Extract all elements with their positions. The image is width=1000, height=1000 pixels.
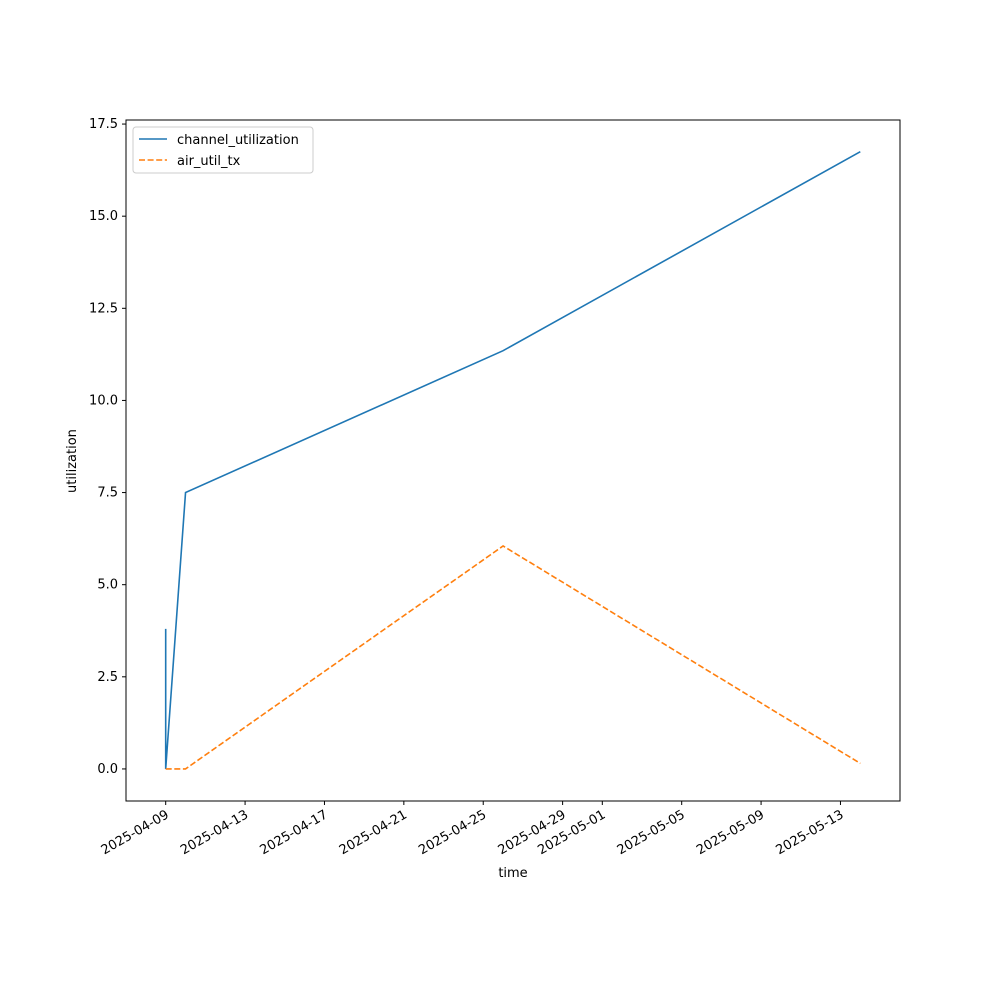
x-tick-label: 2025-04-25 — [416, 807, 489, 858]
y-tick-label: 5.0 — [97, 578, 118, 593]
series-line — [165, 545, 861, 770]
y-axis-label: utilization — [65, 429, 80, 493]
legend-box — [132, 126, 314, 174]
x-tick-label: 2025-04-09 — [99, 807, 172, 858]
x-tick-label: 2025-05-13 — [774, 807, 847, 858]
y-tick-label: 17.5 — [89, 117, 118, 132]
y-tick-label: 15.0 — [89, 209, 118, 224]
x-tick-label: 2025-05-09 — [694, 807, 767, 858]
y-tick-label: 2.5 — [97, 670, 118, 685]
y-tick-label: 0.0 — [97, 762, 118, 777]
x-tick-label: 2025-04-13 — [178, 807, 251, 858]
legend-label: channel_utilization — [177, 133, 299, 148]
x-axis-label: time — [498, 866, 527, 881]
y-tick-label: 10.0 — [89, 393, 118, 408]
y-tick-label: 12.5 — [89, 301, 118, 316]
plot-frame — [125, 119, 901, 802]
y-tick-label: 7.5 — [97, 486, 118, 501]
x-tick-label: 2025-04-17 — [258, 807, 331, 858]
x-tick-label: 2025-05-05 — [615, 807, 688, 858]
series-line — [164, 150, 861, 769]
legend-label: air_util_tx — [177, 154, 241, 169]
x-tick-label: 2025-04-21 — [337, 807, 410, 858]
